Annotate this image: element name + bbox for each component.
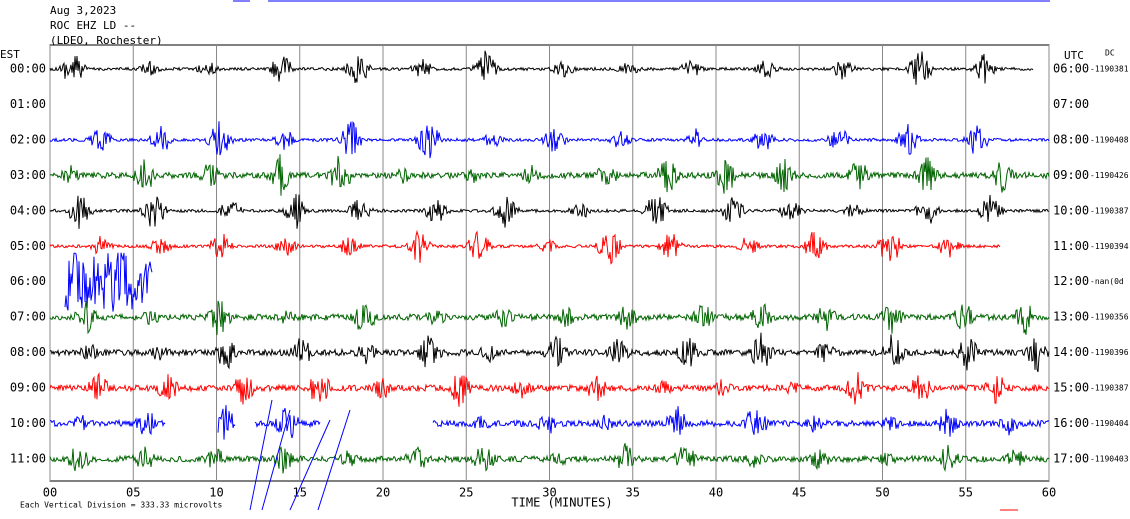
place: (LDEO, Rochester)	[50, 34, 163, 47]
spike-trace	[249, 399, 273, 511]
x-tick-label: 30	[542, 486, 556, 500]
trace	[49, 50, 1034, 85]
waveform	[49, 50, 1034, 85]
est-label: 07:00	[10, 310, 46, 324]
utc-label: 07:00	[1053, 97, 1089, 111]
waveform	[49, 154, 1050, 196]
utc-label: 10:00	[1053, 203, 1089, 217]
x-tick-label: 55	[959, 486, 973, 500]
x-tick-label: 60	[1042, 486, 1056, 500]
x-tick-label: 05	[126, 486, 140, 500]
offset-label: -1190387	[1090, 384, 1129, 393]
offset-label: -1190404	[1090, 419, 1129, 428]
est-label: 10:00	[10, 416, 46, 430]
x-tick-label: 45	[792, 486, 806, 500]
date: Aug 3,2023	[50, 4, 116, 17]
utc-label: 06:00	[1053, 62, 1089, 76]
waveform	[49, 372, 1050, 407]
utc-label: 14:00	[1053, 345, 1089, 359]
waveform	[49, 300, 1050, 336]
offset-label: -1190387	[1090, 206, 1129, 215]
spike-trace	[317, 409, 351, 511]
waveform	[49, 229, 1001, 265]
x-tick-label: 20	[376, 486, 390, 500]
zone-right: UTC	[1064, 49, 1084, 62]
waveform	[432, 406, 1050, 437]
est-label: 03:00	[10, 168, 46, 182]
waveform	[49, 332, 1050, 373]
spike-trace	[289, 419, 331, 511]
offset-label: -1190356	[1090, 313, 1129, 322]
utc-label: 09:00	[1053, 168, 1089, 182]
footer: Each Vertical Division = 333.33 microvol…	[20, 501, 222, 510]
trace	[64, 252, 153, 312]
offset-label: -1190381	[1090, 65, 1129, 74]
zone-left: EST	[0, 48, 20, 61]
offset-label: -1190408	[1090, 135, 1129, 144]
waveform	[217, 405, 236, 440]
trace	[49, 229, 1001, 265]
spike-trace	[261, 409, 291, 511]
waveform	[49, 413, 166, 436]
offset-label: -1190403	[1090, 454, 1129, 463]
utc-label: 08:00	[1053, 132, 1089, 146]
trace	[49, 332, 1050, 373]
est-label: 04:00	[10, 203, 46, 217]
trace	[49, 372, 1050, 407]
est-label: 01:00	[10, 97, 46, 111]
utc-label: 11:00	[1053, 239, 1089, 253]
est-label: 06:00	[10, 274, 46, 288]
utc-label: 15:00	[1053, 381, 1089, 395]
trace	[49, 443, 1050, 474]
trace	[49, 194, 1049, 229]
x-tick-label: 00	[43, 486, 57, 500]
waveform	[49, 443, 1050, 474]
waveform	[254, 407, 321, 439]
x-tick-label: 10	[209, 486, 223, 500]
est-label: 08:00	[10, 345, 46, 359]
est-label: 02:00	[10, 132, 46, 146]
est-label: 05:00	[10, 239, 46, 253]
trace	[49, 300, 1050, 336]
offset-label: -1190396	[1090, 348, 1129, 357]
utc-label: 12:00	[1053, 274, 1089, 288]
trace	[49, 154, 1050, 196]
est-label: 09:00	[10, 381, 46, 395]
x-tick-label: 50	[875, 486, 889, 500]
x-tick-label: 40	[709, 486, 723, 500]
station: ROC EHZ LD --	[50, 19, 136, 32]
est-label: 00:00	[10, 62, 46, 76]
waveform	[64, 252, 153, 312]
x-tick-label: 35	[626, 486, 640, 500]
trace	[49, 405, 1050, 440]
x-tick-label: 25	[459, 486, 473, 500]
offset-label: -1190394	[1090, 242, 1129, 251]
offset-label: -1190426	[1090, 171, 1129, 180]
offset-label: -nan(0d	[1090, 277, 1124, 286]
est-label: 11:00	[10, 451, 46, 465]
dc-label: DC	[1105, 49, 1115, 58]
trace	[49, 120, 1050, 159]
utc-label: 17:00	[1053, 451, 1089, 465]
utc-label: 13:00	[1053, 310, 1089, 324]
waveform	[49, 120, 1050, 159]
waveform	[49, 194, 1049, 229]
utc-label: 16:00	[1053, 416, 1089, 430]
x-axis-label: TIME (MINUTES)	[511, 496, 612, 510]
